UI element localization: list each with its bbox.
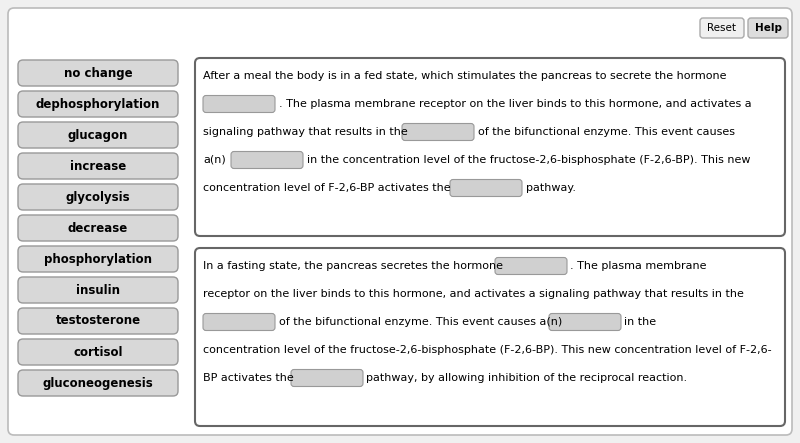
FancyBboxPatch shape	[450, 179, 522, 197]
Text: signaling pathway that results in the: signaling pathway that results in the	[203, 127, 408, 137]
Text: phosphorylation: phosphorylation	[44, 253, 152, 265]
Text: glucagon: glucagon	[68, 128, 128, 141]
Text: cortisol: cortisol	[74, 346, 122, 358]
FancyBboxPatch shape	[8, 8, 792, 435]
FancyBboxPatch shape	[203, 314, 275, 330]
Text: BP activates the: BP activates the	[203, 373, 294, 383]
FancyBboxPatch shape	[291, 369, 363, 386]
Text: pathway.: pathway.	[526, 183, 576, 193]
Text: In a fasting state, the pancreas secretes the hormone: In a fasting state, the pancreas secrete…	[203, 261, 503, 271]
FancyBboxPatch shape	[18, 370, 178, 396]
FancyBboxPatch shape	[18, 246, 178, 272]
FancyBboxPatch shape	[748, 18, 788, 38]
Text: After a meal the body is in a fed state, which stimulates the pancreas to secret: After a meal the body is in a fed state,…	[203, 71, 726, 81]
Text: Reset: Reset	[707, 23, 737, 33]
FancyBboxPatch shape	[203, 96, 275, 113]
FancyBboxPatch shape	[18, 60, 178, 86]
Text: . The plasma membrane receptor on the liver binds to this hormone, and activates: . The plasma membrane receptor on the li…	[279, 99, 752, 109]
FancyBboxPatch shape	[18, 215, 178, 241]
Text: glycolysis: glycolysis	[66, 190, 130, 203]
FancyBboxPatch shape	[231, 152, 303, 168]
Text: receptor on the liver binds to this hormone, and activates a signaling pathway t: receptor on the liver binds to this horm…	[203, 289, 744, 299]
FancyBboxPatch shape	[18, 308, 178, 334]
Text: increase: increase	[70, 159, 126, 172]
Text: insulin: insulin	[76, 284, 120, 296]
Text: a(n): a(n)	[203, 155, 226, 165]
Text: Help: Help	[754, 23, 782, 33]
FancyBboxPatch shape	[18, 184, 178, 210]
FancyBboxPatch shape	[495, 257, 567, 275]
Text: of the bifunctional enzyme. This event causes a(n): of the bifunctional enzyme. This event c…	[279, 317, 562, 327]
FancyBboxPatch shape	[18, 153, 178, 179]
Text: no change: no change	[64, 66, 132, 79]
Text: concentration level of F-2,6-BP activates the: concentration level of F-2,6-BP activate…	[203, 183, 450, 193]
Text: of the bifunctional enzyme. This event causes: of the bifunctional enzyme. This event c…	[478, 127, 735, 137]
Text: in the concentration level of the fructose-2,6-bisphosphate (F-2,6-BP). This new: in the concentration level of the fructo…	[307, 155, 750, 165]
FancyBboxPatch shape	[549, 314, 621, 330]
FancyBboxPatch shape	[700, 18, 744, 38]
FancyBboxPatch shape	[18, 91, 178, 117]
FancyBboxPatch shape	[402, 124, 474, 140]
FancyBboxPatch shape	[18, 122, 178, 148]
Text: . The plasma membrane: . The plasma membrane	[570, 261, 706, 271]
FancyBboxPatch shape	[195, 58, 785, 236]
FancyBboxPatch shape	[18, 277, 178, 303]
Text: pathway, by allowing inhibition of the reciprocal reaction.: pathway, by allowing inhibition of the r…	[366, 373, 687, 383]
Text: in the: in the	[624, 317, 656, 327]
FancyBboxPatch shape	[195, 248, 785, 426]
FancyBboxPatch shape	[18, 339, 178, 365]
Text: gluconeogenesis: gluconeogenesis	[42, 377, 154, 389]
Text: dephosphorylation: dephosphorylation	[36, 97, 160, 110]
Text: concentration level of the fructose-2,6-bisphosphate (F-2,6-BP). This new concen: concentration level of the fructose-2,6-…	[203, 345, 772, 355]
Text: testosterone: testosterone	[55, 315, 141, 327]
Text: decrease: decrease	[68, 222, 128, 234]
